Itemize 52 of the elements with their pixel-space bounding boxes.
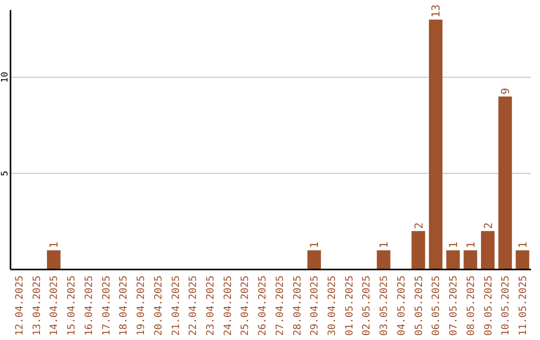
x-tick-label: 15.04.2025: [66, 276, 78, 336]
x-tick-label: 16.04.2025: [84, 276, 95, 336]
bar: [412, 231, 426, 270]
x-tick-label: 01.05.2025: [344, 276, 356, 336]
bar: [516, 250, 530, 270]
x-tick-label: 23.04.2025: [205, 276, 216, 336]
x-tick-label: 21.04.2025: [170, 276, 182, 336]
x-tick-label: 07.05.2025: [448, 276, 460, 336]
y-tick-label: 5: [0, 170, 10, 176]
x-tick-label: 02.05.2025: [362, 276, 373, 336]
x-tick-label: 11.05.2025: [518, 276, 529, 336]
y-tick-label: 10: [0, 72, 10, 83]
x-tick-label: 13.04.2025: [32, 276, 43, 336]
x-tick-label: 30.04.2025: [327, 276, 338, 336]
x-tick-label: 24.04.2025: [222, 276, 234, 336]
x-tick-label: 04.05.2025: [396, 276, 408, 336]
x-tick-label: 08.05.2025: [466, 276, 477, 336]
data-label: 1: [308, 242, 322, 248]
data-label: 2: [482, 222, 495, 230]
data-label: 1: [48, 242, 61, 248]
data-label: 1: [447, 242, 460, 248]
data-label: 1: [464, 242, 478, 248]
x-tick-label: 09.05.2025: [483, 276, 494, 336]
x-tick-label: 14.04.2025: [49, 276, 60, 336]
x-tick-label: 29.04.2025: [310, 276, 321, 336]
data-label: 13: [430, 4, 443, 18]
x-tick-label: 18.04.2025: [118, 276, 130, 336]
x-tick-label: 25.04.2025: [240, 276, 252, 336]
x-tick-label: 26.04.2025: [258, 276, 269, 336]
x-tick-label: 22.04.2025: [188, 276, 200, 336]
bar: [481, 231, 495, 270]
data-label: 9: [499, 88, 512, 94]
data-label: 2: [412, 222, 426, 230]
x-tick-label: 28.04.2025: [292, 276, 304, 336]
x-tick-label: 05.05.2025: [414, 276, 425, 336]
x-tick-label: 17.04.2025: [101, 276, 112, 336]
x-tick-label: 10.05.2025: [500, 276, 512, 336]
bar: [307, 250, 321, 270]
x-tick-label: 12.04.2025: [14, 276, 26, 336]
x-tick-label: 03.05.2025: [379, 276, 390, 336]
bar: [464, 250, 478, 270]
x-tick-label: 27.04.2025: [274, 276, 286, 336]
bar: [446, 250, 460, 270]
bar: [46, 250, 60, 270]
data-label: 1: [378, 242, 391, 248]
bar: [376, 250, 390, 270]
bar: [498, 96, 512, 270]
x-tick-label: 20.04.2025: [153, 276, 164, 336]
bar: [428, 20, 442, 270]
x-tick-label: 06.05.2025: [431, 276, 442, 336]
x-tick-label: 19.04.2025: [136, 276, 148, 336]
data-label: 1: [516, 242, 530, 248]
